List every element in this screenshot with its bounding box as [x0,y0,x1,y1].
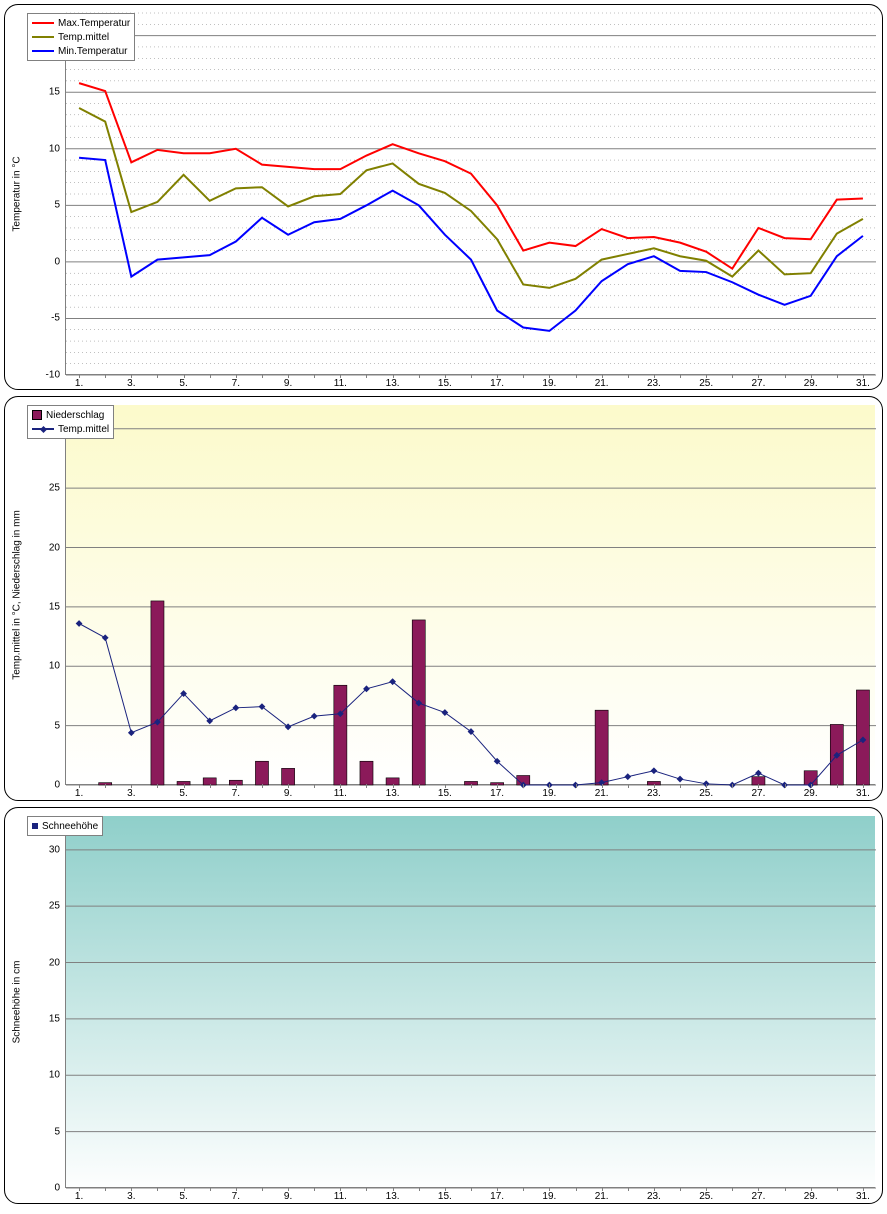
x-tick-label: 15. [438,1187,452,1202]
x-tick-label: 7. [232,1187,240,1202]
x-tick-label: 7. [232,374,240,389]
x-tick-label: 1. [75,784,83,799]
plot-area: 0510152025301.3.5.7.9.11.13.15.17.19.21.… [65,816,875,1188]
x-tick-label: 27. [751,784,765,799]
y-tick-label: -10 [46,370,66,381]
x-tick-label: 29. [804,1187,818,1202]
y-tick-label: 10 [49,661,66,672]
x-tick-label: 9. [284,784,292,799]
x-tick-label: 29. [804,374,818,389]
x-tick-label: 11. [334,1187,347,1202]
x-tick-label: 9. [284,1187,292,1202]
x-tick-label: 23. [647,784,661,799]
y-tick-label: 25 [49,483,66,494]
legend-label: Temp.mittel [58,32,109,43]
y-tick-label: 10 [49,143,66,154]
y-tick-label: 0 [54,1183,66,1194]
legend: Niederschlag Temp.mittel [27,405,114,439]
x-tick-label: 19. [542,1187,556,1202]
y-tick-label: 5 [54,1126,66,1137]
y-tick-label: 20 [49,542,66,553]
legend-label: Schneehöhe [42,821,98,832]
bar [360,761,373,785]
y-tick-label: 20 [49,957,66,968]
x-tick-label: 21. [595,374,609,389]
legend-label: Niederschlag [46,410,104,421]
plot-area: -10-5051015201.3.5.7.9.11.13.15.17.19.21… [65,13,875,375]
x-tick-label: 31. [856,374,870,389]
bar [151,601,164,785]
x-tick-label: 17. [490,374,504,389]
legend-label: Max.Temperatur [58,18,130,29]
y-tick-label: 15 [49,1013,66,1024]
x-tick-label: 5. [179,784,187,799]
x-tick-label: 7. [232,784,240,799]
legend-label: Temp.mittel [58,424,109,435]
legend: Max.Temperatur Temp.mittel Min.Temperatur [27,13,135,61]
y-tick-label: 25 [49,901,66,912]
x-tick-label: 27. [751,1187,765,1202]
x-tick-label: 3. [127,374,135,389]
legend-label: Min.Temperatur [58,46,127,57]
bar [255,761,268,785]
x-tick-label: 13. [386,374,400,389]
x-tick-label: 21. [595,1187,609,1202]
x-tick-label: 9. [284,374,292,389]
y-tick-label: 30 [49,844,66,855]
y-tick-label: 15 [49,601,66,612]
bar [334,685,347,785]
x-tick-label: 25. [699,1187,713,1202]
temperature-chart-panel: -10-5051015201.3.5.7.9.11.13.15.17.19.21… [4,4,883,390]
x-tick-label: 3. [127,784,135,799]
x-tick-label: 21. [595,784,609,799]
x-tick-label: 13. [386,1187,400,1202]
x-tick-label: 17. [490,1187,504,1202]
x-tick-label: 11. [334,374,347,389]
line-series [79,83,863,269]
x-tick-label: 31. [856,784,870,799]
x-tick-label: 3. [127,1187,135,1202]
line-series [79,158,863,331]
y-tick-label: 5 [54,720,66,731]
plot-area: 0510152025301.3.5.7.9.11.13.15.17.19.21.… [65,405,875,785]
y-tick-label: 0 [54,780,66,791]
bar [282,768,295,785]
x-tick-label: 1. [75,374,83,389]
x-tick-label: 23. [647,374,661,389]
x-tick-label: 29. [804,784,818,799]
y-axis-label: Temp.mittel in °C, Niederschlag in mm [12,510,23,680]
x-tick-label: 5. [179,374,187,389]
y-axis-label: Schneehöhe in cm [12,961,23,1044]
y-tick-label: 15 [49,87,66,98]
y-tick-label: 10 [49,1070,66,1081]
precip-chart-panel: 0510152025301.3.5.7.9.11.13.15.17.19.21.… [4,396,883,801]
line-series [79,624,863,786]
legend: Schneehöhe [27,816,103,836]
x-tick-label: 17. [490,784,504,799]
x-tick-label: 25. [699,374,713,389]
y-tick-label: 0 [54,256,66,267]
bar [595,710,608,785]
x-tick-label: 13. [386,784,400,799]
x-tick-label: 15. [438,784,452,799]
x-tick-label: 1. [75,1187,83,1202]
x-tick-label: 19. [542,784,556,799]
x-tick-label: 31. [856,1187,870,1202]
y-tick-label: 5 [54,200,66,211]
x-tick-label: 15. [438,374,452,389]
y-axis-label: Temperatur in °C [12,156,23,231]
y-tick-label: -5 [51,313,66,324]
x-tick-label: 25. [699,784,713,799]
x-tick-label: 23. [647,1187,661,1202]
x-tick-label: 11. [334,784,347,799]
x-tick-label: 5. [179,1187,187,1202]
snow-chart-panel: 0 5 10 15 20 25 30 1. 3. 5. 7. 9. 11. 13. 15. 17. 19. 21.… [4,807,883,1204]
x-tick-label: 19. [542,374,556,389]
x-tick-label: 27. [751,374,765,389]
